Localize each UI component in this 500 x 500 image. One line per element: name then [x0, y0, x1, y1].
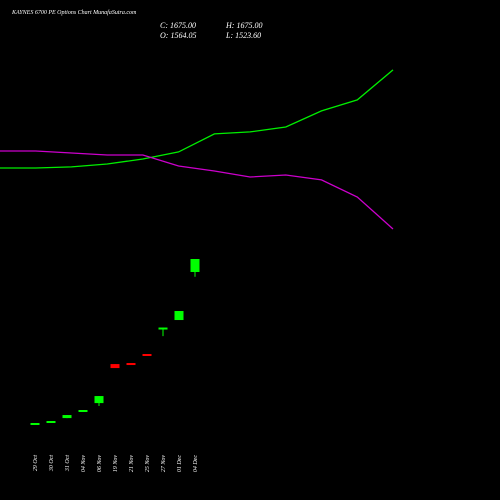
chart-title: KAYNES 6700 PE Options Chart MunafaSutra… — [11, 9, 137, 16]
candle-body — [30, 423, 40, 425]
low-stat: L: 1523.60 — [225, 31, 261, 40]
candle-body — [174, 311, 184, 321]
high-stat: H: 1675.00 — [225, 21, 262, 30]
indicator-line — [0, 69, 394, 169]
candle-body — [126, 363, 136, 366]
close-stat: C: 1675.00 — [160, 21, 196, 30]
candle-body — [46, 421, 56, 424]
x-tick-label: 29 Oct — [33, 455, 39, 471]
candle-body — [190, 259, 200, 272]
open-stat: O: 1564.05 — [160, 31, 196, 40]
candle-body — [142, 354, 152, 357]
candle-body — [94, 396, 104, 404]
indicator-line — [0, 150, 394, 230]
candle-body — [78, 409, 88, 412]
candle-body — [62, 415, 72, 419]
x-tick-label: 30 Oct — [49, 455, 55, 472]
x-tick-label: 21 Nov — [129, 455, 135, 473]
x-tick-label: 01 Dec — [177, 455, 183, 472]
x-tick-label: 04 Dec — [192, 455, 199, 472]
candle-body — [110, 364, 120, 369]
x-tick-label: 25 Nov — [145, 455, 151, 473]
x-tick-label: 04 Nov — [80, 455, 87, 473]
x-tick-label: 27 Nov — [161, 455, 167, 473]
candle-body — [158, 327, 168, 330]
x-tick-label: 31 Oct — [65, 455, 71, 472]
x-tick-label: 06 Nov — [97, 455, 103, 473]
x-tick-label: 19 Nov — [113, 455, 119, 473]
